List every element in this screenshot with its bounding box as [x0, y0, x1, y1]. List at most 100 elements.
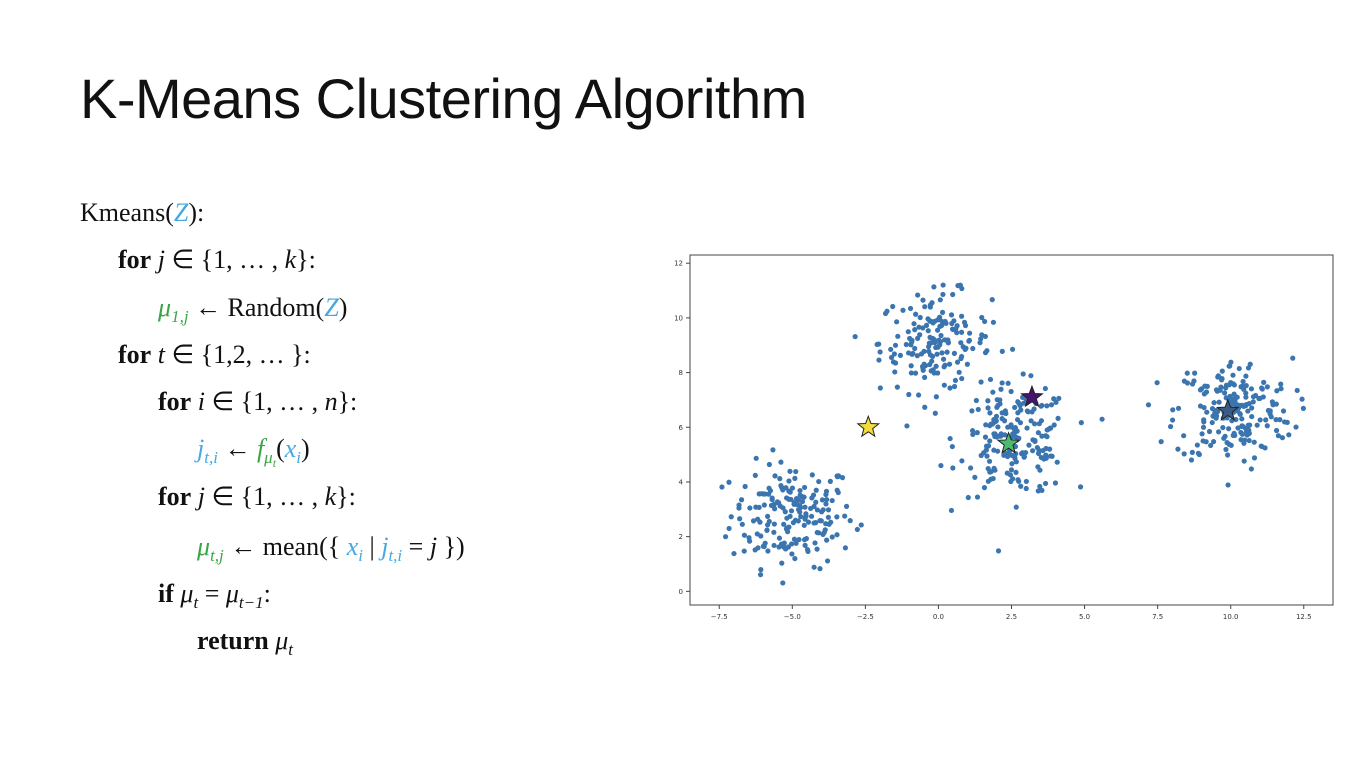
data-point — [774, 499, 781, 505]
data-point — [966, 337, 973, 343]
data-point — [974, 494, 981, 500]
data-point — [765, 513, 771, 519]
data-point — [825, 507, 832, 513]
data-point — [1055, 415, 1061, 421]
data-point — [985, 398, 991, 404]
data-point — [792, 555, 798, 562]
data-point — [820, 531, 826, 537]
data-point — [1035, 430, 1041, 436]
data-point — [904, 423, 910, 429]
data-point — [801, 484, 808, 491]
data-point — [1278, 386, 1284, 392]
centroid-star — [1215, 398, 1240, 421]
data-point — [1294, 387, 1300, 394]
data-point — [1275, 433, 1281, 439]
data-point — [819, 497, 826, 503]
data-point — [1210, 438, 1217, 445]
loop-var: t — [157, 340, 165, 369]
data-point — [1244, 432, 1250, 438]
y-tick-label: 8 — [679, 369, 683, 377]
data-point — [728, 514, 734, 520]
data-point — [1211, 400, 1217, 406]
punctuation: ) — [338, 293, 348, 322]
data-point — [758, 567, 764, 573]
data-point — [1219, 377, 1225, 383]
data-point — [952, 377, 959, 384]
data-point — [1243, 383, 1249, 389]
data-point — [766, 491, 772, 497]
data-point — [1250, 399, 1256, 405]
data-point — [1284, 419, 1290, 425]
data-point — [1225, 452, 1231, 458]
x-subscript: i — [296, 448, 302, 467]
data-point — [1261, 379, 1267, 385]
data-point — [1299, 396, 1305, 402]
algo-line-mean: μt,j ← mean({ xi | jt,i = j }) — [197, 530, 465, 565]
data-point — [988, 421, 994, 427]
data-point — [933, 363, 939, 369]
data-point — [1237, 410, 1243, 417]
punctuation: }) — [437, 532, 465, 561]
data-point — [1035, 450, 1042, 457]
data-point — [1054, 459, 1060, 465]
data-point — [1197, 403, 1204, 409]
y-tick-label: 0 — [679, 588, 683, 596]
data-point — [1248, 386, 1255, 392]
data-point — [921, 361, 927, 367]
mu-symbol: μ — [275, 626, 289, 655]
data-point — [782, 546, 789, 552]
data-point — [1032, 421, 1038, 427]
assignment-symbol: j — [197, 434, 205, 463]
data-point — [1290, 355, 1296, 361]
algo-line-assign: jt,i ← fμt(xi) — [197, 432, 310, 470]
kmeans-scatter-plot: −7.5 −5.0 −2.5 0.0 2.5 5.0 7.5 10.0 12.5 0 2 4 6 8 10 1… — [660, 250, 1340, 630]
data-point — [1052, 480, 1059, 486]
data-point — [920, 367, 926, 373]
data-point — [892, 342, 899, 348]
data-point — [984, 348, 990, 354]
data-point — [938, 462, 944, 469]
data-point — [1029, 409, 1035, 415]
data-point — [973, 397, 979, 404]
data-point — [944, 349, 950, 355]
data-point — [802, 542, 808, 548]
data-point — [912, 327, 918, 333]
data-point — [761, 502, 767, 508]
assign-text: ← mean({ — [223, 532, 347, 561]
data-point — [982, 434, 989, 440]
data-point — [1243, 390, 1249, 396]
data-point — [1212, 410, 1218, 416]
data-point — [912, 370, 919, 376]
data-point — [914, 353, 920, 359]
data-point — [1189, 449, 1195, 455]
n-symbol: n — [324, 387, 338, 416]
data-point — [1035, 488, 1041, 494]
data-point — [1245, 408, 1251, 414]
data-point — [946, 361, 953, 367]
data-point — [936, 337, 942, 343]
data-point — [962, 346, 968, 352]
data-point — [997, 401, 1003, 407]
data-point — [892, 369, 898, 375]
data-point — [894, 384, 900, 390]
data-point — [876, 357, 882, 363]
data-point — [1220, 424, 1226, 431]
punctuation: ( — [276, 434, 285, 463]
data-point — [737, 516, 743, 522]
data-point — [930, 367, 936, 373]
data-point — [998, 386, 1004, 392]
data-point — [1243, 402, 1249, 408]
mu-subscript: t−1 — [238, 593, 264, 612]
punctuation: ): — [188, 198, 205, 227]
data-point — [1238, 384, 1244, 390]
data-point — [752, 472, 758, 478]
data-point — [799, 498, 806, 505]
data-point — [891, 351, 897, 357]
data-point — [778, 483, 784, 489]
data-point — [747, 505, 753, 511]
data-point — [824, 496, 830, 503]
data-point — [1044, 434, 1050, 440]
data-point — [787, 489, 793, 495]
data-point — [1260, 394, 1266, 400]
data-point — [755, 545, 761, 551]
